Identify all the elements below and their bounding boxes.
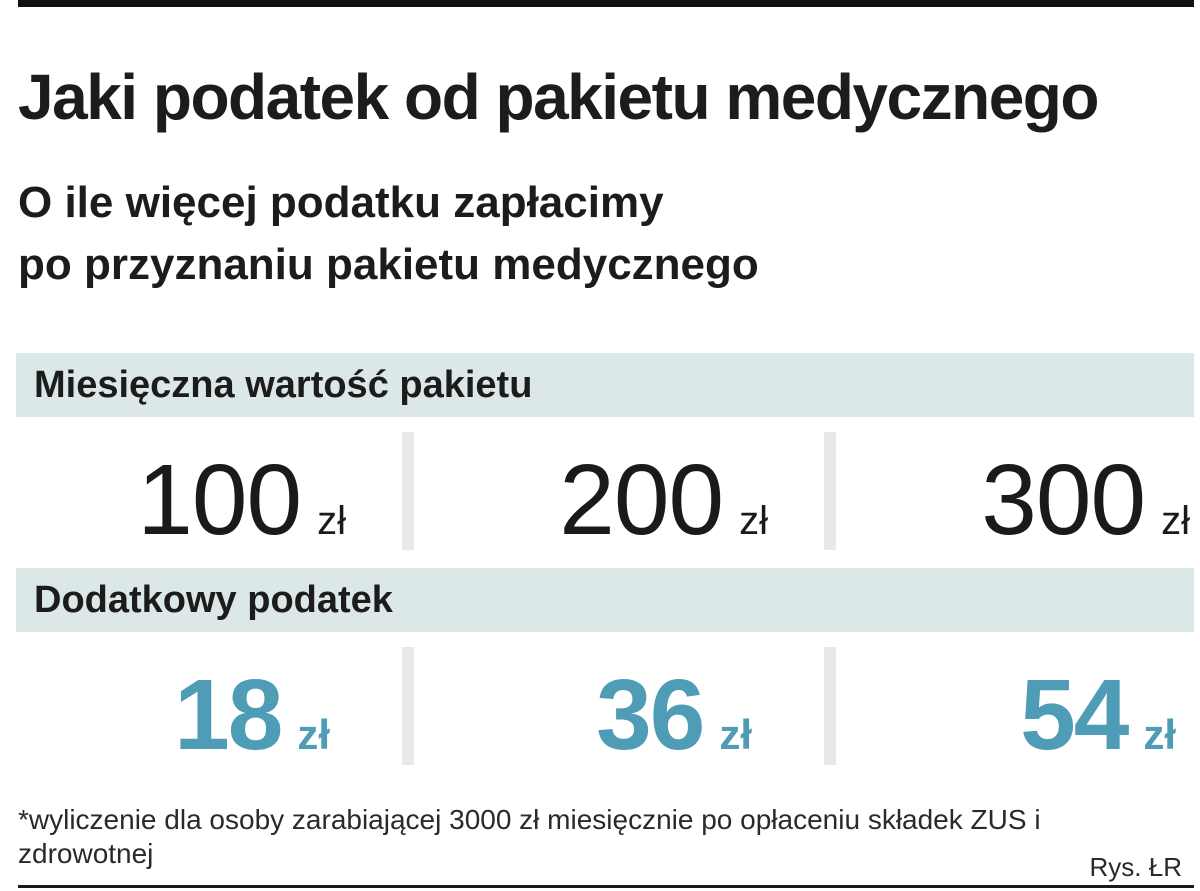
package-value-band bbox=[16, 353, 1194, 417]
tax-value-cell: 36 zł bbox=[416, 647, 752, 765]
package-amount: 200 bbox=[559, 444, 724, 556]
tax-unit: zł bbox=[1143, 711, 1176, 758]
package-value-label: Miesięczna wartość pakietu bbox=[34, 364, 533, 406]
additional-tax-row: 18 zł 36 zł 54 zł bbox=[16, 647, 1194, 765]
tax-amount: 18 bbox=[174, 659, 283, 771]
page-title: Jaki podatek od pakietu medycznego bbox=[18, 61, 1099, 133]
column-separator bbox=[824, 432, 836, 550]
tax-amount: 54 bbox=[1020, 659, 1129, 771]
additional-tax-label: Dodatkowy podatek bbox=[34, 579, 393, 621]
subtitle-line-2: po przyznaniu pakietu medycznego bbox=[18, 240, 759, 289]
tax-unit: zł bbox=[719, 711, 752, 758]
package-unit: zł bbox=[317, 499, 346, 543]
subtitle: O ile więcej podatku zapłacimy po przyzn… bbox=[18, 172, 759, 296]
credit: Rys. ŁR bbox=[1089, 852, 1182, 882]
tax-value-cell: 18 zł bbox=[16, 647, 330, 765]
tax-amount: 36 bbox=[596, 659, 705, 771]
subtitle-line-1: O ile więcej podatku zapłacimy bbox=[18, 178, 664, 227]
footnote: *wyliczenie dla osoby zarabiającej 3000 … bbox=[18, 804, 1041, 869]
bottom-rule bbox=[18, 885, 1194, 888]
column-separator bbox=[824, 647, 836, 765]
tax-value-cell: 54 zł bbox=[836, 647, 1176, 765]
additional-tax-band bbox=[16, 568, 1194, 632]
package-value-cell: 100 zł bbox=[16, 432, 346, 550]
package-unit: zł bbox=[1161, 499, 1190, 543]
top-rule bbox=[18, 0, 1194, 7]
column-separator bbox=[402, 432, 414, 550]
column-separator bbox=[402, 647, 414, 765]
tax-unit: zł bbox=[297, 711, 330, 758]
package-amount: 300 bbox=[981, 444, 1146, 556]
package-value-row: 100 zł 200 zł 300 zł bbox=[16, 432, 1194, 550]
package-unit: zł bbox=[739, 499, 768, 543]
package-amount: 100 bbox=[137, 444, 302, 556]
package-value-cell: 200 zł bbox=[416, 432, 768, 550]
package-value-cell: 300 zł bbox=[836, 432, 1190, 550]
